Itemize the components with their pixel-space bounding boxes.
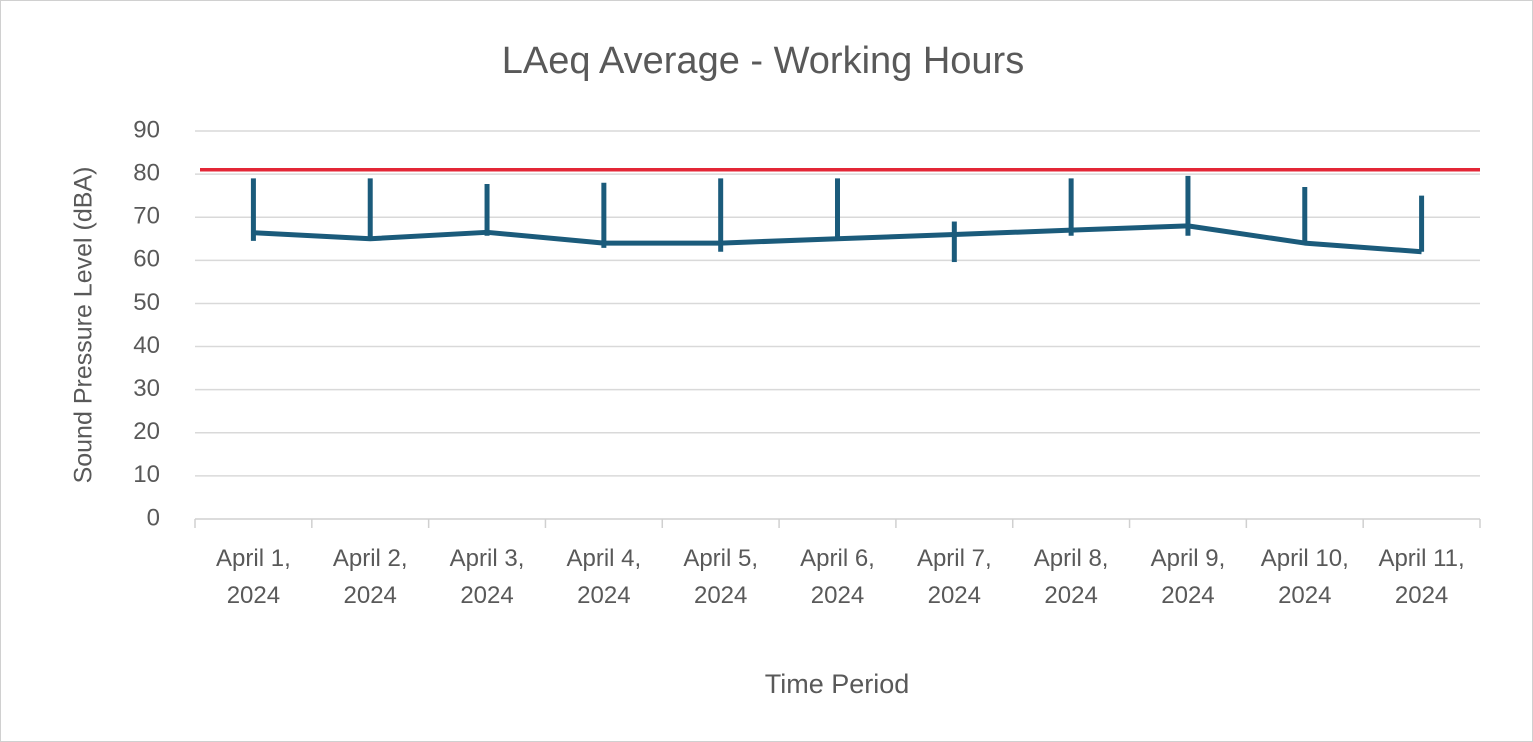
y-tick-label: 30	[133, 375, 160, 402]
y-axis-label: Sound Pressure Level (dBA)	[70, 167, 98, 484]
y-tick-label: 80	[133, 159, 160, 186]
y-tick-label: 10	[133, 461, 160, 488]
x-tick-label: April 3, 2024	[449, 545, 525, 609]
y-tick-label: 50	[133, 289, 160, 316]
chart-title: LAeq Average - Working Hours	[502, 40, 1024, 82]
x-tick-label: April 4, 2024	[566, 545, 642, 609]
x-tick-label: April 7, 2024	[916, 545, 992, 609]
y-tick-label: 40	[133, 332, 160, 359]
x-tick-label: April 6, 2024	[800, 545, 875, 609]
x-tick-label: April 9, 2024	[1150, 545, 1226, 609]
x-axis-label: Time Period	[765, 669, 910, 699]
y-tick-label: 70	[133, 203, 160, 230]
y-tick-label: 60	[133, 246, 160, 273]
x-tick-label: April 2, 2024	[332, 545, 408, 609]
y-tick-label: 90	[133, 116, 160, 143]
x-tick-label: April 10, 2024	[1260, 545, 1349, 609]
y-tick-label: 0	[147, 504, 160, 531]
x-tick-label: April 8, 2024	[1033, 545, 1109, 609]
x-tick-label: April 11, 2024	[1378, 545, 1465, 609]
x-tick-label: April 1, 2024	[216, 545, 291, 609]
x-tick-label: April 5, 2024	[683, 545, 759, 609]
data-line	[253, 223, 1422, 255]
y-tick-label: 20	[133, 418, 160, 445]
